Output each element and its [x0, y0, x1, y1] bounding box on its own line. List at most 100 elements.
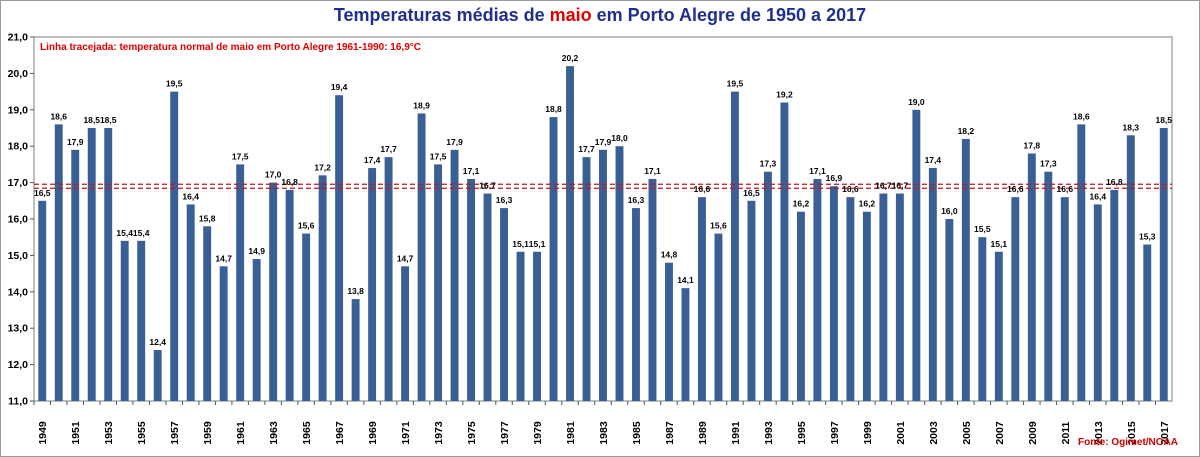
- data-label: 18,3: [1122, 122, 1139, 132]
- x-tick-label: 1997: [829, 421, 841, 445]
- bar: [236, 164, 245, 401]
- x-tick-label: 1999: [862, 421, 874, 445]
- y-tick-label: 16,0: [8, 214, 29, 226]
- bar: [747, 200, 756, 401]
- bar: [978, 237, 987, 401]
- data-label: 16,4: [182, 191, 199, 201]
- data-label: 15,5: [974, 224, 991, 234]
- data-label: 16,9: [826, 173, 843, 183]
- data-label: 17,5: [232, 151, 249, 161]
- data-label: 19,2: [776, 90, 793, 100]
- data-label: 17,9: [67, 137, 84, 147]
- bar: [516, 251, 525, 401]
- data-label: 18,9: [413, 100, 430, 110]
- x-tick-label: 1967: [334, 421, 346, 445]
- bar: [1126, 135, 1135, 401]
- data-label: 16,6: [1057, 184, 1074, 194]
- data-label: 19,5: [166, 79, 183, 89]
- reference-line-group: [34, 183, 1172, 189]
- bar: [681, 288, 690, 401]
- y-axis: 11,0 12,0 13,0 14,0 15,0 16,0 17,0 18,0 19,0 20,0…: [8, 32, 34, 408]
- bar: [104, 128, 113, 401]
- data-label: 15,4: [133, 228, 150, 238]
- x-tick-label: 1975: [466, 421, 478, 445]
- x-tick-label: 2007: [994, 421, 1006, 445]
- data-label: 16,2: [793, 199, 810, 209]
- data-label: 16,0: [941, 206, 958, 216]
- data-label: 16,5: [34, 188, 51, 198]
- bar: [1143, 244, 1152, 401]
- bar: [252, 259, 261, 401]
- data-label: 17,1: [463, 166, 480, 176]
- bar: [632, 208, 640, 401]
- data-label: 17,3: [760, 159, 777, 169]
- bar: [730, 91, 739, 401]
- bar: [928, 168, 937, 401]
- data-label: 17,7: [578, 144, 595, 154]
- bar: [549, 117, 558, 401]
- bar: [417, 113, 426, 401]
- bar: [533, 251, 541, 401]
- bar: [615, 146, 624, 401]
- title-suffix: em Porto Alegre de 1950 a 2017: [591, 5, 867, 25]
- x-tick-label: 1995: [796, 421, 808, 445]
- bar: [302, 233, 311, 401]
- data-label: 19,0: [908, 97, 925, 107]
- title-prefix: Temperaturas médias de: [333, 5, 550, 25]
- data-label: 14,8: [661, 250, 678, 260]
- data-label: 17,4: [364, 155, 381, 165]
- data-label: 13,8: [347, 286, 364, 296]
- bar: [384, 157, 393, 401]
- bar: [1159, 128, 1168, 401]
- data-label: 18,8: [545, 104, 562, 114]
- data-label: 18,5: [83, 115, 100, 125]
- data-labels-group: 16,518,617,918,5 18,515,4 15,412,419,516,4…: [34, 53, 1172, 347]
- title-highlight: maio: [549, 5, 592, 25]
- data-label: 17,8: [1024, 140, 1041, 150]
- bar: [796, 211, 805, 401]
- bar: [829, 186, 838, 401]
- bar: [351, 299, 360, 401]
- bar: [153, 350, 162, 401]
- x-tick-label: 1965: [301, 421, 313, 445]
- bar: [945, 219, 954, 401]
- data-label: 15,3: [1139, 231, 1156, 241]
- data-label: 16,8: [281, 177, 298, 187]
- x-tick-label: 1989: [697, 421, 709, 445]
- bar: [813, 178, 822, 401]
- data-label: 18,6: [1073, 111, 1090, 121]
- bar: [1110, 189, 1119, 401]
- bar: [1011, 197, 1020, 401]
- bar: [450, 149, 459, 401]
- bar: [1044, 171, 1053, 401]
- data-label: 14,7: [215, 253, 232, 263]
- x-tick-label: 1983: [598, 421, 610, 445]
- data-label: 16,7: [892, 181, 909, 191]
- y-tick-label: 18,0: [8, 141, 29, 153]
- bar: [54, 124, 63, 402]
- bar: [500, 208, 509, 401]
- x-tick-label: 1953: [103, 421, 115, 445]
- data-label: 15,8: [199, 213, 216, 223]
- bar: [483, 193, 492, 401]
- data-label: 16,5: [743, 188, 760, 198]
- data-label: 16,6: [842, 184, 859, 194]
- data-label: 14,9: [248, 246, 265, 256]
- x-tick-label: 1969: [367, 421, 379, 445]
- bar: [566, 66, 574, 402]
- y-tick-label: 14,0: [8, 286, 29, 298]
- x-tick-label: 2001: [895, 421, 907, 445]
- data-label: 17,9: [595, 137, 612, 147]
- data-label: 17,4: [925, 155, 942, 165]
- data-label: 14,1: [677, 275, 694, 285]
- x-axis: 1949 1951 1953 1955 1957 1959 1961 1963 1965 1967…: [33, 401, 1171, 445]
- x-tick-label: 1949: [37, 421, 49, 445]
- bar: [714, 233, 723, 401]
- bar: [582, 157, 591, 401]
- y-tick-label: 19,0: [8, 104, 29, 116]
- x-tick-label: 1993: [763, 421, 775, 445]
- bar: [846, 197, 855, 401]
- data-label: 19,5: [727, 79, 744, 89]
- x-tick-label: 1979: [532, 421, 544, 445]
